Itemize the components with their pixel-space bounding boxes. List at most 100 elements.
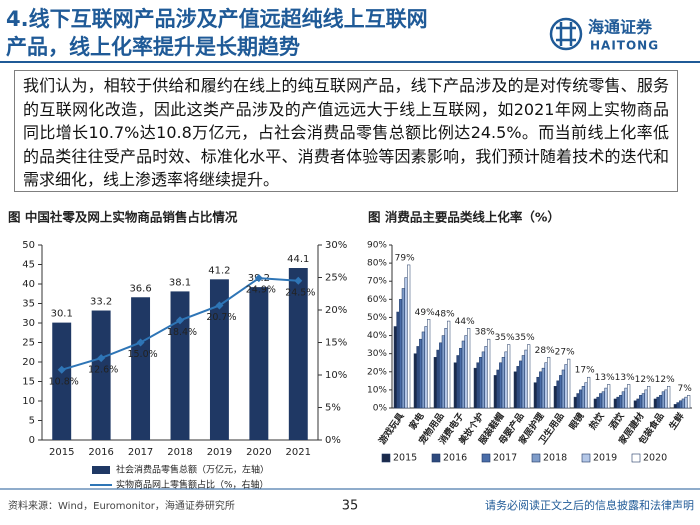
x-tick-label: 2019 bbox=[207, 447, 232, 458]
line-label: 24.5% bbox=[285, 287, 315, 298]
bar bbox=[501, 357, 505, 409]
footer-disclaimer: 请务必阅读正文之后的信息披露和法律声明 bbox=[485, 498, 694, 512]
logo-glyph bbox=[556, 22, 576, 46]
y-tick-label: 50 bbox=[22, 240, 35, 251]
bar-label: 79% bbox=[395, 253, 415, 263]
y-tick-label: 30 bbox=[22, 318, 35, 329]
bar bbox=[407, 264, 411, 409]
y2-tick-label: 10% bbox=[325, 370, 347, 381]
bar-label: 13% bbox=[595, 373, 615, 383]
bar-label: 30.1 bbox=[51, 309, 73, 320]
bar bbox=[461, 340, 465, 409]
bar-label: 12% bbox=[655, 375, 675, 385]
bar bbox=[576, 393, 580, 409]
y-tick-label: 20 bbox=[22, 357, 35, 368]
bar bbox=[599, 393, 603, 409]
bar bbox=[404, 277, 408, 409]
bar-label: 13% bbox=[615, 373, 635, 383]
bar bbox=[399, 299, 403, 409]
line-marker bbox=[254, 274, 263, 283]
bar-label: 38% bbox=[475, 328, 495, 338]
title-line: 4.线下互联网产品涉及产值远超纯线上互联网 bbox=[6, 7, 428, 31]
bar-label: 49% bbox=[415, 308, 435, 318]
bar-label: 12% bbox=[635, 375, 655, 385]
bar bbox=[584, 382, 588, 409]
y-tick-label: 40% bbox=[367, 331, 387, 341]
bar bbox=[581, 386, 585, 409]
bar-label: 38.1 bbox=[169, 277, 191, 288]
bar bbox=[464, 335, 468, 409]
title-line: 产品，线上化率提升是长期趋势 bbox=[6, 35, 300, 59]
bar bbox=[604, 387, 608, 409]
bar bbox=[52, 322, 72, 440]
line-marker bbox=[294, 276, 303, 285]
line-marker bbox=[176, 316, 184, 325]
bar bbox=[421, 331, 425, 409]
line-marker bbox=[215, 301, 224, 310]
logo-en: HAITONG bbox=[590, 39, 659, 53]
legend-swatch bbox=[431, 453, 441, 463]
line-label: 15.0% bbox=[127, 349, 157, 360]
bar bbox=[547, 357, 551, 409]
bar bbox=[536, 376, 540, 409]
bar bbox=[396, 311, 400, 409]
bar bbox=[441, 335, 445, 409]
legend-label: 2020 bbox=[643, 453, 667, 464]
line-label: 12.6% bbox=[88, 365, 118, 376]
legend-swatch bbox=[581, 453, 591, 463]
bar bbox=[433, 357, 437, 409]
logo: 海通证券 HAITONG bbox=[549, 17, 659, 53]
bar bbox=[621, 391, 625, 409]
x-tick-label: 2021 bbox=[286, 447, 311, 458]
bar bbox=[659, 395, 663, 409]
bar bbox=[496, 369, 500, 409]
bar bbox=[579, 389, 583, 409]
y2-tick-label: 25% bbox=[325, 273, 347, 284]
bar bbox=[479, 357, 483, 409]
bar bbox=[447, 320, 451, 409]
x-tick-label: 生鲜 bbox=[666, 410, 686, 432]
x-tick-label: 2020 bbox=[246, 447, 271, 458]
bar bbox=[541, 367, 545, 409]
bar bbox=[596, 396, 600, 409]
bar bbox=[473, 367, 477, 409]
bar bbox=[684, 396, 688, 409]
legend-swatch bbox=[631, 453, 641, 463]
y2-tick-label: 30% bbox=[325, 240, 347, 251]
y-tick-label: 0% bbox=[373, 404, 388, 414]
bar bbox=[656, 396, 660, 409]
y2-tick-label: 20% bbox=[325, 305, 347, 316]
bar bbox=[681, 398, 685, 409]
x-tick-label: 2018 bbox=[167, 447, 192, 458]
bar-label: 41.2 bbox=[208, 265, 230, 276]
y-tick-label: 80% bbox=[367, 259, 387, 269]
bar bbox=[524, 349, 528, 409]
page-number: 35 bbox=[342, 499, 359, 514]
bar bbox=[131, 297, 151, 440]
legend-label: 2018 bbox=[543, 453, 567, 464]
bar bbox=[627, 384, 631, 409]
y2-tick-label: 5% bbox=[325, 403, 341, 414]
bar bbox=[616, 396, 620, 409]
line-label: 10.8% bbox=[49, 376, 79, 387]
y-tick-label: 70% bbox=[367, 277, 387, 287]
bar-label: 35% bbox=[495, 333, 515, 343]
bar bbox=[487, 338, 491, 409]
legend-swatch bbox=[92, 466, 110, 474]
bar bbox=[507, 344, 511, 409]
y-tick-label: 50% bbox=[367, 313, 387, 323]
bar bbox=[607, 384, 611, 409]
bar bbox=[493, 375, 497, 409]
y-tick-label: 10 bbox=[22, 396, 35, 407]
bar bbox=[636, 398, 640, 409]
logo-ring bbox=[549, 17, 583, 51]
bar bbox=[413, 353, 417, 409]
bar bbox=[613, 398, 617, 409]
line-marker bbox=[136, 338, 145, 347]
y-tick-label: 45 bbox=[22, 260, 35, 271]
bar bbox=[467, 328, 471, 409]
bar bbox=[633, 400, 637, 409]
bar bbox=[679, 400, 683, 409]
